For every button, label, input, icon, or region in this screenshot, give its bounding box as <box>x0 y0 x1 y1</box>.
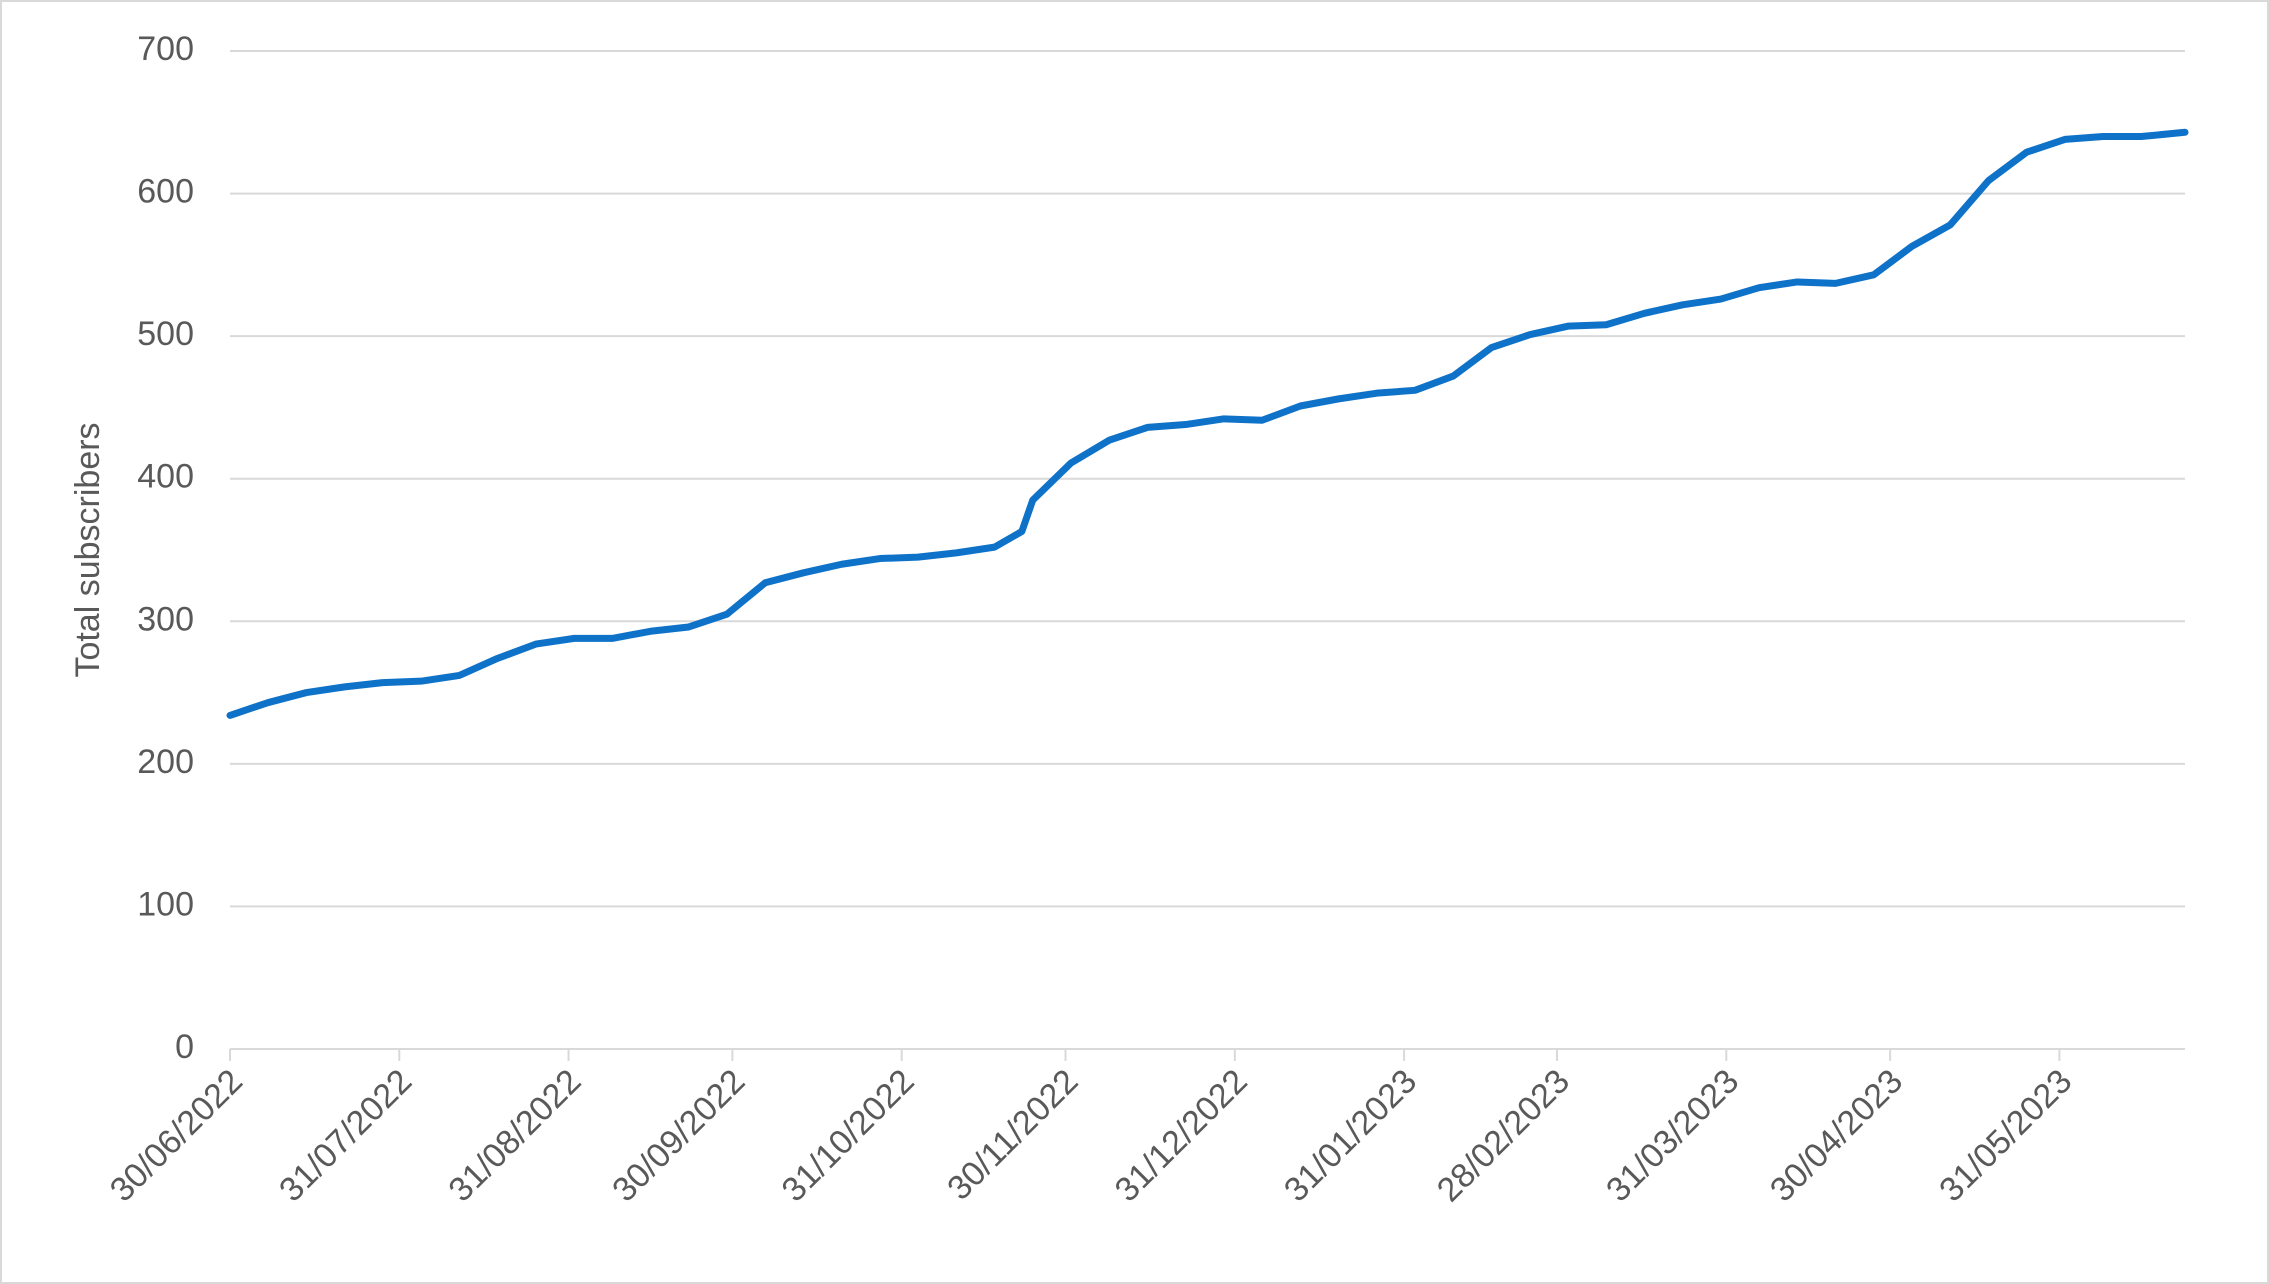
y-tick-label: 600 <box>137 173 194 211</box>
y-axis-title: Total subscribers <box>69 422 107 677</box>
y-tick-label: 200 <box>137 743 194 781</box>
y-tick-label: 500 <box>137 315 194 353</box>
y-tick-label: 700 <box>137 30 194 68</box>
y-tick-label: 100 <box>137 885 194 923</box>
data-line <box>226 128 2189 719</box>
y-tick-label: 300 <box>137 600 194 638</box>
y-tick-label: 0 <box>175 1028 194 1066</box>
y-tick-label: 400 <box>137 458 194 496</box>
